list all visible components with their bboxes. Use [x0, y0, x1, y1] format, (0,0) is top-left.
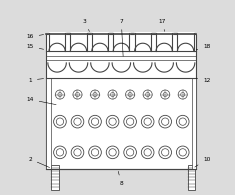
Text: 18: 18 — [196, 44, 211, 50]
Text: 10: 10 — [195, 157, 211, 167]
Bar — [46, 78, 51, 169]
Text: 1: 1 — [28, 78, 44, 83]
Text: 17: 17 — [158, 19, 165, 31]
Text: 15: 15 — [26, 44, 44, 49]
Text: 8: 8 — [118, 171, 123, 185]
Text: 3: 3 — [83, 19, 90, 32]
Text: 12: 12 — [196, 78, 211, 83]
Bar — [51, 165, 59, 190]
Bar — [46, 34, 196, 169]
Text: 16: 16 — [26, 35, 44, 39]
Bar — [188, 165, 195, 190]
Bar — [192, 78, 196, 169]
Text: 2: 2 — [28, 157, 50, 168]
Text: 7: 7 — [119, 19, 123, 56]
Text: 14: 14 — [26, 97, 56, 105]
